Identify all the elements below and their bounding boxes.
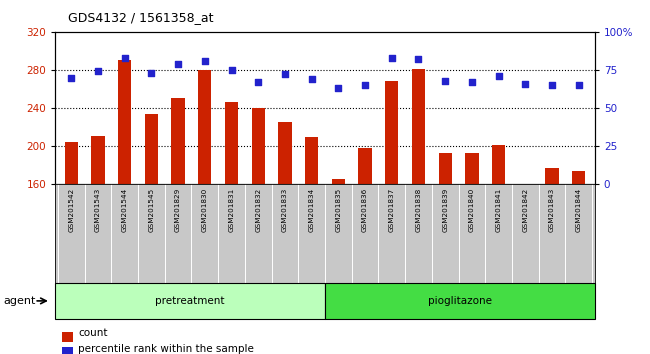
- Text: GSM201839: GSM201839: [442, 188, 448, 232]
- Point: [547, 82, 557, 88]
- Bar: [492, 145, 505, 184]
- Bar: [172, 98, 185, 184]
- Point: [66, 75, 77, 80]
- Text: GSM201843: GSM201843: [549, 188, 555, 232]
- Point: [280, 72, 290, 77]
- Bar: [545, 168, 559, 184]
- Point: [226, 67, 237, 73]
- Text: GSM201834: GSM201834: [309, 188, 315, 232]
- Point: [467, 79, 477, 85]
- Point: [520, 81, 530, 86]
- Bar: [385, 81, 398, 184]
- Bar: [198, 70, 211, 184]
- Point: [333, 85, 344, 91]
- Bar: [305, 137, 318, 184]
- Point: [146, 70, 157, 76]
- Point: [493, 73, 504, 79]
- Text: GSM201838: GSM201838: [415, 188, 421, 232]
- Bar: [412, 69, 425, 184]
- Bar: [252, 108, 265, 184]
- Bar: [278, 122, 292, 184]
- Text: GSM201830: GSM201830: [202, 188, 208, 232]
- Text: GSM201543: GSM201543: [95, 188, 101, 232]
- Point: [173, 61, 183, 67]
- Text: GSM201544: GSM201544: [122, 188, 127, 232]
- Bar: [465, 153, 478, 184]
- Bar: [572, 171, 586, 184]
- Point: [387, 55, 397, 61]
- Text: GSM201835: GSM201835: [335, 188, 341, 232]
- Point: [413, 56, 424, 62]
- Bar: [64, 142, 78, 184]
- Point: [440, 78, 450, 84]
- Bar: [91, 136, 105, 184]
- Text: GSM201542: GSM201542: [68, 188, 74, 232]
- Point: [360, 82, 370, 88]
- Bar: [439, 153, 452, 184]
- Text: GSM201842: GSM201842: [523, 188, 528, 232]
- Point: [253, 79, 263, 85]
- Point: [306, 76, 317, 82]
- Text: GSM201829: GSM201829: [175, 188, 181, 232]
- Point: [120, 55, 130, 61]
- Text: GSM201832: GSM201832: [255, 188, 261, 232]
- Bar: [225, 102, 238, 184]
- Text: GSM201836: GSM201836: [362, 188, 368, 232]
- Text: GSM201833: GSM201833: [282, 188, 288, 232]
- Bar: [325, 283, 595, 319]
- Point: [93, 69, 103, 74]
- Bar: [332, 179, 345, 184]
- Bar: [358, 148, 372, 184]
- Text: GSM201545: GSM201545: [148, 188, 155, 232]
- Bar: [145, 114, 158, 184]
- Point: [200, 58, 210, 64]
- Bar: [55, 283, 325, 319]
- Text: pioglitazone: pioglitazone: [428, 296, 492, 306]
- Text: agent: agent: [3, 296, 36, 306]
- Text: percentile rank within the sample: percentile rank within the sample: [78, 344, 254, 354]
- Text: GSM201837: GSM201837: [389, 188, 395, 232]
- Text: count: count: [78, 328, 107, 338]
- Text: GSM201844: GSM201844: [576, 188, 582, 232]
- Text: GDS4132 / 1561358_at: GDS4132 / 1561358_at: [68, 11, 214, 24]
- Text: GSM201841: GSM201841: [495, 188, 502, 232]
- Text: pretreatment: pretreatment: [155, 296, 225, 306]
- Text: GSM201831: GSM201831: [229, 188, 235, 232]
- Point: [573, 82, 584, 88]
- Bar: [118, 61, 131, 184]
- Text: GSM201840: GSM201840: [469, 188, 475, 232]
